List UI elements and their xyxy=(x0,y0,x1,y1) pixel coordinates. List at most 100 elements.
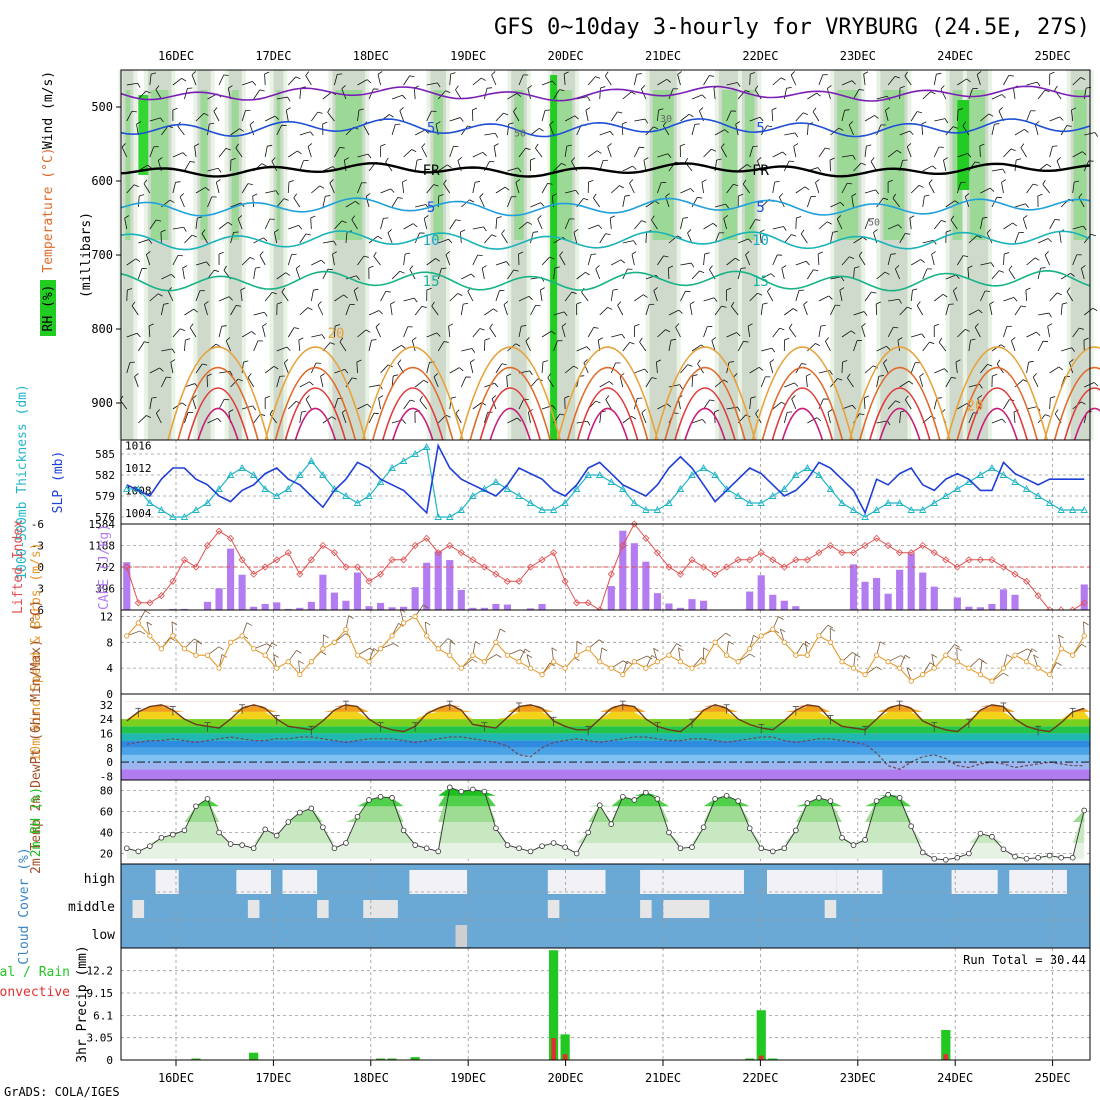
wind-barb-flag xyxy=(435,121,441,125)
cape-tick-label: 792 xyxy=(95,561,115,574)
cloud-gap-middle xyxy=(247,900,260,918)
wind-barb xyxy=(858,255,866,266)
wind-barb-flag xyxy=(547,373,552,378)
wind-speed-point xyxy=(700,659,707,665)
wind-barb-flag xyxy=(191,71,196,76)
wind-barb-flag xyxy=(1000,344,1006,348)
wind-barb-flag xyxy=(587,421,591,426)
lifted-index-point xyxy=(849,549,858,557)
cloud-gap-middle xyxy=(547,900,560,918)
rh-point xyxy=(423,845,430,852)
wind-barb-flag xyxy=(1011,337,1016,341)
wind-barb-flag xyxy=(900,655,906,659)
rh-point xyxy=(804,800,811,806)
wind-barb-flag xyxy=(503,112,509,116)
warm-contour-arch xyxy=(566,366,649,441)
wind-barb xyxy=(472,254,478,266)
wind-barb xyxy=(530,378,539,388)
wind-barb-flag xyxy=(526,654,533,658)
wind-barb xyxy=(553,311,565,316)
wind-barb xyxy=(391,344,402,352)
wind-barb-flag xyxy=(171,274,176,279)
rh-point xyxy=(193,803,199,810)
wind-barb xyxy=(853,340,858,352)
wind-barb xyxy=(581,291,589,302)
wind-barb-flag xyxy=(373,412,379,415)
wind-barb xyxy=(1060,125,1068,136)
cape-tick-label: 396 xyxy=(95,583,115,596)
wind-barb xyxy=(137,268,143,280)
wind-barb xyxy=(899,412,901,424)
wind-barb-flag xyxy=(658,108,664,111)
wind-barb-flag xyxy=(600,86,606,89)
wind-barb-flag xyxy=(654,200,660,205)
wind-barb-flag xyxy=(443,341,449,343)
temperature-contour xyxy=(120,162,1091,178)
wind-barb xyxy=(899,233,906,244)
cape-bar xyxy=(653,593,661,610)
rh-point xyxy=(285,819,292,825)
cape-bar xyxy=(365,606,373,610)
wind-barb xyxy=(991,270,1000,280)
wind-barb-flag xyxy=(745,251,750,256)
wind-barb xyxy=(1038,312,1049,316)
wind-barb xyxy=(276,346,288,352)
wind-speed-point xyxy=(285,659,291,665)
rh-point xyxy=(919,849,926,856)
wind-barb-flag xyxy=(1049,71,1055,75)
wind-barb-flag xyxy=(931,654,938,658)
rh-point xyxy=(273,832,280,839)
wind-barb-flag xyxy=(619,185,625,189)
contour-label: FR xyxy=(423,163,440,179)
wind-barb-flag xyxy=(1001,179,1007,183)
wind-barb-flag xyxy=(131,301,136,307)
wind-barb-flag xyxy=(136,121,142,125)
wind-barb xyxy=(126,82,138,86)
rh-band-moist xyxy=(744,90,755,240)
wind-barb xyxy=(484,308,494,316)
rh-point xyxy=(585,829,591,836)
wind-barb xyxy=(264,73,266,86)
wind-barb-flag xyxy=(670,338,676,341)
wind-barb-flag xyxy=(632,165,637,170)
thickness-point xyxy=(1068,506,1077,513)
wind-barb-flag xyxy=(516,417,522,422)
wind-barb xyxy=(781,268,785,280)
wind-barb-flag xyxy=(1012,222,1017,227)
wind-barb xyxy=(968,412,974,424)
wind-barb xyxy=(507,124,510,136)
thickness-point xyxy=(272,492,281,499)
wind-barb xyxy=(1083,307,1094,316)
thickness-point xyxy=(1045,499,1054,506)
wind-barb-flag xyxy=(787,411,793,413)
wind-barb-flag xyxy=(864,395,869,399)
wind-barb xyxy=(311,259,322,266)
wind-barb-flag xyxy=(496,654,502,658)
wind-barb-flag xyxy=(459,367,464,372)
wind-barb xyxy=(357,329,367,338)
wind-barb xyxy=(138,239,149,244)
rh-point xyxy=(1035,854,1041,861)
wind-barb-flag xyxy=(854,266,860,269)
wind-barb-flag xyxy=(703,647,709,652)
wind-barb-flag xyxy=(620,259,625,264)
wind-barb-flag xyxy=(493,308,498,313)
lifted-index-point xyxy=(134,599,142,607)
wind-barb-flag xyxy=(542,360,548,363)
wind-barb-flag xyxy=(293,193,298,199)
wind-barb xyxy=(484,234,493,244)
wind-barb-flag xyxy=(445,90,451,93)
wind-barb-flag xyxy=(475,181,481,183)
cloud-row-label: high xyxy=(84,872,115,887)
wind-barb-flag xyxy=(513,107,517,112)
thickness-point xyxy=(769,492,777,499)
rh-point xyxy=(850,842,857,848)
wind-speed-point xyxy=(216,665,222,671)
lifted-index-point xyxy=(492,570,500,578)
wind-barb xyxy=(742,183,751,194)
wind-barb xyxy=(772,151,783,158)
wind-barb xyxy=(934,118,946,122)
wind-barb-flag xyxy=(829,627,836,632)
rh-contour-label: 50 xyxy=(868,217,880,228)
cloud-clear-high xyxy=(236,870,271,894)
